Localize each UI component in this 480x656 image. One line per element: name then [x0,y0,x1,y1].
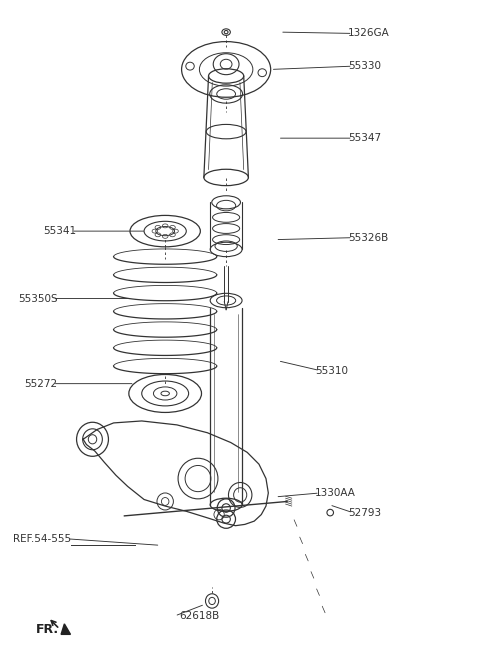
Text: 55326B: 55326B [348,233,388,243]
Text: 55347: 55347 [348,133,381,143]
Text: 55350S: 55350S [18,293,57,304]
Text: 62618B: 62618B [179,611,219,621]
Text: 55341: 55341 [43,226,76,236]
Text: 52793: 52793 [348,508,381,518]
Polygon shape [61,624,71,634]
Text: FR.: FR. [36,623,60,636]
Text: REF.54-555: REF.54-555 [13,534,72,544]
Text: 55272: 55272 [24,379,57,388]
Text: 1330AA: 1330AA [315,488,356,498]
Text: 55330: 55330 [348,61,381,71]
Text: 1326GA: 1326GA [348,28,390,39]
Text: 55310: 55310 [315,365,348,375]
